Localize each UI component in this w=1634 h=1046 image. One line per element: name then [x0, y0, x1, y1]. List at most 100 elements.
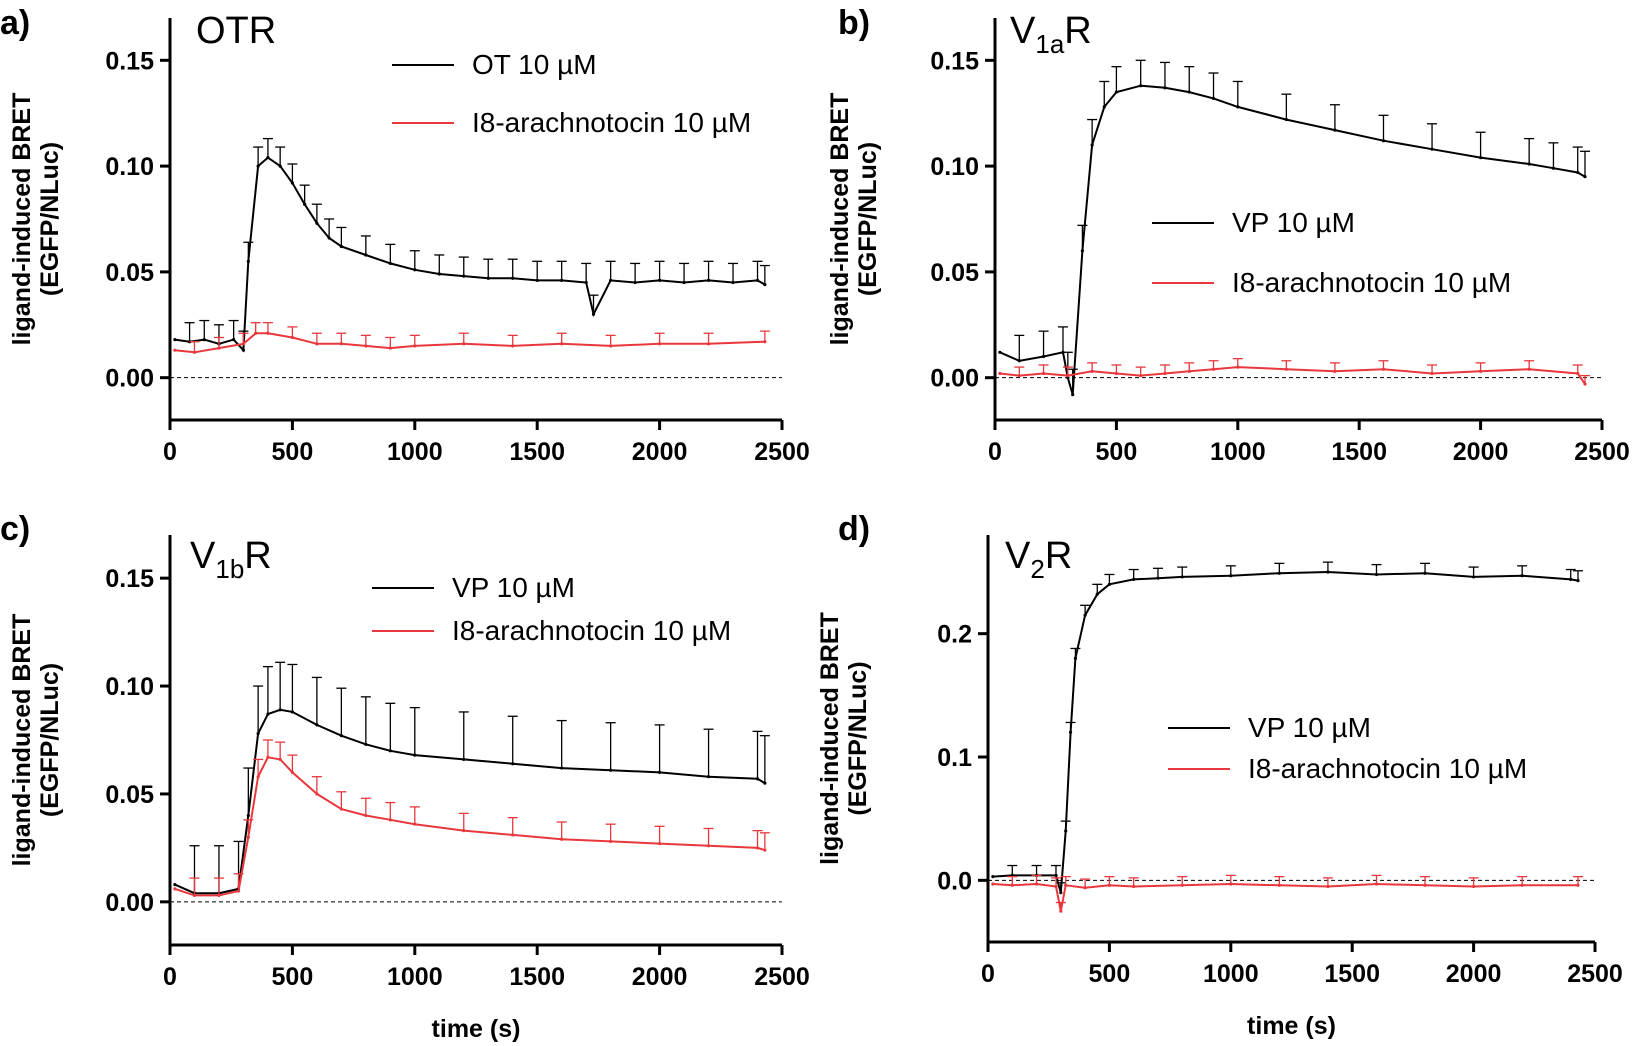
data-point	[256, 775, 260, 779]
data-point	[315, 342, 319, 346]
data-point	[192, 350, 197, 354]
data-point	[1326, 884, 1330, 889]
data-point	[1114, 371, 1118, 376]
x-axis-label: time (s)	[432, 1015, 521, 1043]
data-point	[173, 882, 177, 887]
panel-title: V1aR	[1010, 10, 1092, 59]
data-point	[1080, 249, 1085, 253]
data-point	[511, 833, 515, 837]
y-tick-label: 0.15	[105, 47, 154, 75]
panel-title-subscript: 1b	[215, 554, 244, 584]
data-point	[535, 278, 539, 282]
data-point	[388, 346, 392, 350]
data-point	[266, 755, 270, 759]
data-point	[1090, 369, 1094, 373]
data-point	[763, 282, 767, 287]
data-point	[1064, 829, 1068, 833]
data-point	[413, 753, 417, 757]
data-point	[1229, 574, 1233, 578]
data-point	[1083, 613, 1087, 617]
legend-label: I8-arachnotocin 10 µM	[1248, 753, 1527, 784]
x-tick-label: 1000	[387, 438, 443, 466]
data-point	[413, 822, 417, 826]
data-point	[560, 342, 564, 346]
series-1	[998, 59, 1591, 397]
data-point	[658, 278, 662, 282]
series-2	[173, 322, 770, 354]
data-point	[1236, 365, 1240, 369]
y-axis-label: (EGFP/NLuc)	[36, 663, 64, 817]
data-point	[560, 837, 564, 841]
data-point	[1041, 371, 1046, 376]
x-tick-label: 1000	[1203, 960, 1259, 988]
series-1	[173, 661, 770, 895]
data-point	[591, 312, 596, 316]
data-point	[998, 371, 1002, 376]
data-point	[755, 777, 760, 781]
data-point	[290, 335, 294, 340]
data-point	[1211, 367, 1216, 371]
data-point	[1229, 882, 1233, 886]
data-point	[609, 768, 613, 772]
x-tick-label: 2000	[632, 438, 688, 466]
data-point	[511, 762, 515, 766]
x-tick-label: 2000	[1446, 960, 1502, 988]
data-point	[1236, 105, 1240, 109]
data-point	[1576, 883, 1580, 887]
panel-title-subscript: 2	[1030, 554, 1044, 584]
data-point	[511, 276, 515, 280]
data-point	[1583, 175, 1587, 179]
data-point	[290, 181, 294, 185]
data-point	[266, 156, 270, 160]
data-point	[998, 350, 1002, 354]
data-point	[1102, 105, 1106, 109]
data-point	[1381, 139, 1386, 143]
x-tick-label: 1000	[1210, 438, 1266, 466]
data-point	[1569, 577, 1573, 582]
data-point	[991, 882, 995, 886]
data-point	[560, 278, 564, 282]
series-2	[173, 739, 770, 897]
panel-title: V1bR	[190, 535, 272, 584]
data-point	[486, 276, 490, 280]
y-axis-label: ligand-induced BRET	[8, 93, 36, 346]
data-point	[1059, 891, 1063, 895]
data-point	[315, 792, 319, 796]
data-point	[413, 344, 417, 348]
data-point	[327, 236, 331, 240]
data-point	[1423, 571, 1427, 575]
data-point	[315, 221, 319, 225]
panel-label: d)	[838, 510, 870, 548]
data-point	[1333, 369, 1337, 373]
x-tick-label: 2500	[1567, 960, 1623, 988]
data-point	[1034, 882, 1039, 886]
panel-title-main: V	[1010, 10, 1036, 52]
data-point	[1156, 576, 1160, 580]
data-point	[755, 278, 760, 282]
data-point	[388, 818, 392, 822]
panel-title-main: V	[190, 535, 216, 577]
y-tick-label: 0.05	[105, 259, 154, 287]
data-point	[706, 342, 711, 346]
data-point	[241, 348, 246, 352]
series-2	[998, 357, 1591, 386]
data-point	[303, 202, 307, 206]
panel-label: c)	[0, 510, 30, 548]
data-point	[173, 887, 177, 891]
legend-label: VP 10 µM	[452, 572, 575, 603]
data-point	[232, 338, 236, 342]
data-point	[339, 734, 343, 738]
chart-panel-3: 0 500 1000 1500 2000 2500 0.00 0.05 0.10 0.15 liga…	[0, 510, 810, 1043]
data-point	[1211, 96, 1216, 100]
data-point	[173, 338, 177, 342]
y-tick-label: 0.00	[105, 365, 154, 393]
data-point	[1374, 882, 1379, 886]
data-point	[1527, 162, 1531, 166]
data-point	[1479, 156, 1483, 160]
panel-title: OTR	[196, 10, 276, 52]
data-point	[388, 749, 392, 753]
series-line	[992, 882, 1578, 912]
data-point	[290, 710, 294, 714]
data-point	[413, 268, 417, 272]
